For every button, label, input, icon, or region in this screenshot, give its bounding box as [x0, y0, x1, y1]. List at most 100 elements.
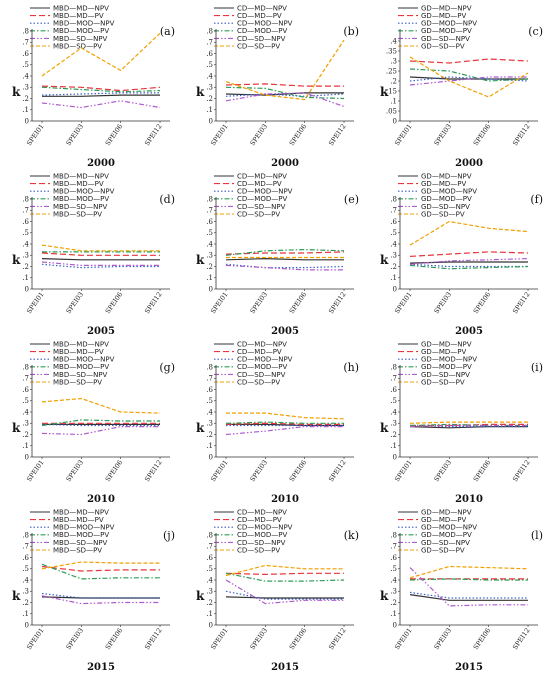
y-tick-label: .2 [206, 599, 213, 607]
x-tick-label: SPEI03 [432, 291, 453, 316]
series-line [225, 251, 345, 255]
series-line [225, 421, 344, 424]
x-tick-label: SPEI06 [288, 459, 309, 484]
y-tick-label: .8 [22, 363, 29, 371]
panel-b: CD—MD—NPVCD—MD—PVCD—MOD—NPVCD—MOD—PVCD—S… [196, 4, 359, 169]
legend-entry: GD—MD—NPV [421, 340, 472, 348]
x-tick-label: SPEI12 [511, 627, 532, 652]
legend-entry: GD—MD—PV [421, 516, 466, 524]
series-line [41, 92, 160, 96]
y-tick-label: .1 [390, 442, 397, 450]
y-axis-label: k [196, 421, 205, 435]
y-tick-label: .1 [390, 610, 397, 618]
x-tick-label: SPEI06 [472, 459, 493, 484]
series-line [409, 591, 528, 599]
series-line [409, 58, 529, 64]
series-line [409, 426, 528, 429]
y-tick-label: 0 [209, 453, 213, 461]
y-tick-label: .7 [206, 375, 213, 383]
y-tick-label: .2 [390, 77, 397, 85]
y-axis-label: k [12, 589, 21, 603]
panel-label: (k) [344, 529, 359, 542]
legend-entry: CD—MOD—NPV [237, 356, 293, 364]
x-tick-label: SPEI03 [64, 459, 85, 484]
legend-entry: CD—SD—NPV [237, 203, 286, 211]
year-label: 2010 [87, 494, 115, 505]
y-tick-label: 0 [25, 621, 29, 629]
legend-entry: GD—MD—NPV [421, 4, 472, 12]
y-tick-label: 0 [393, 117, 397, 125]
series-line [41, 426, 160, 436]
y-tick-label: .8 [22, 195, 29, 203]
series-line [225, 564, 344, 577]
y-tick-label: .4 [22, 240, 29, 248]
y-axis-label: k [380, 85, 389, 99]
legend-entry: GD—SD—NPV [421, 371, 470, 379]
series-line [41, 263, 160, 269]
x-tick-label: SPEI01 [209, 627, 230, 652]
series-line [409, 258, 529, 265]
y-tick-label: .1 [22, 106, 29, 114]
panel-label: (e) [344, 193, 359, 206]
y-tick-label: .5 [22, 61, 29, 69]
legend-entry: MBD—MOD—NPV [53, 356, 115, 364]
panel-g: MBD—MD—NPVMBD—MD—PVMBD—MOD—NPVMBD—MOD—PV… [12, 340, 175, 505]
legend-entry: CD—MOD—NPV [237, 188, 293, 196]
y-tick-label: .4 [390, 576, 397, 584]
x-tick-label: SPEI01 [393, 627, 414, 652]
series-line [225, 579, 344, 605]
legend-entry: MBD—MD—NPV [53, 172, 109, 180]
y-tick-label: .4 [206, 576, 213, 584]
legend-entry: GD—MOD—PV [421, 195, 472, 203]
legend-entry: GD—MOD—NPV [421, 356, 477, 364]
legend-entry: GD—MOD—NPV [421, 524, 477, 532]
x-tick-label: SPEI12 [511, 459, 532, 484]
panel-label: (j) [163, 529, 175, 542]
y-tick-label: .6 [390, 386, 397, 394]
year-label: 2000 [271, 158, 299, 169]
y-axis-label: k [12, 421, 21, 435]
y-tick-label: .6 [390, 554, 397, 562]
legend-entry: MBD—SD—PV [53, 42, 102, 50]
y-axis-label: k [196, 253, 205, 267]
legend-entry: CD—MOD—PV [237, 27, 287, 35]
legend-entry: MBD—MD—PV [53, 12, 104, 20]
series-line [41, 261, 160, 266]
y-tick-label: .2 [22, 263, 29, 271]
y-tick-label: .3 [390, 588, 397, 596]
legend-entry: CD—MD—PV [237, 180, 282, 188]
y-tick-label: .5 [22, 565, 29, 573]
panel-h: CD—MD—NPVCD—MD—PVCD—MOD—NPVCD—MOD—PVCD—S… [196, 340, 359, 505]
panel-label: (f) [530, 193, 543, 206]
y-tick-label: .2 [206, 431, 213, 439]
panel-label: (c) [528, 25, 543, 38]
y-tick-label: .7 [22, 543, 29, 551]
series-line [409, 263, 528, 268]
series-line [225, 263, 345, 269]
legend-entry: MBD—MD—PV [53, 516, 104, 524]
y-tick-label: .1 [22, 442, 29, 450]
legend-entry: CD—MOD—PV [237, 363, 287, 371]
series-line [41, 596, 160, 599]
x-tick-label: SPEI03 [64, 123, 85, 148]
legend-entry: MBD—MD—PV [53, 348, 104, 356]
year-label: 2005 [87, 326, 115, 337]
y-axis-label: k [380, 589, 389, 603]
legend-entry: CD—SD—PV [237, 378, 280, 386]
series-line [225, 264, 344, 271]
legend-entry: CD—SD—NPV [237, 371, 286, 379]
x-tick-label: SPEI12 [511, 123, 532, 148]
y-tick-label: .2 [22, 95, 29, 103]
legend-entry: GD—MOD—PV [421, 27, 472, 35]
y-tick-label: .5 [390, 229, 397, 237]
x-tick-label: SPEI06 [472, 123, 493, 148]
series-line [225, 422, 344, 425]
x-tick-label: SPEI01 [25, 627, 46, 652]
x-tick-label: SPEI01 [209, 459, 230, 484]
x-tick-label: SPEI03 [432, 459, 453, 484]
series-line [226, 412, 345, 420]
year-label: 2015 [271, 662, 299, 673]
panel-label: (g) [159, 361, 175, 374]
series-line [225, 596, 344, 599]
